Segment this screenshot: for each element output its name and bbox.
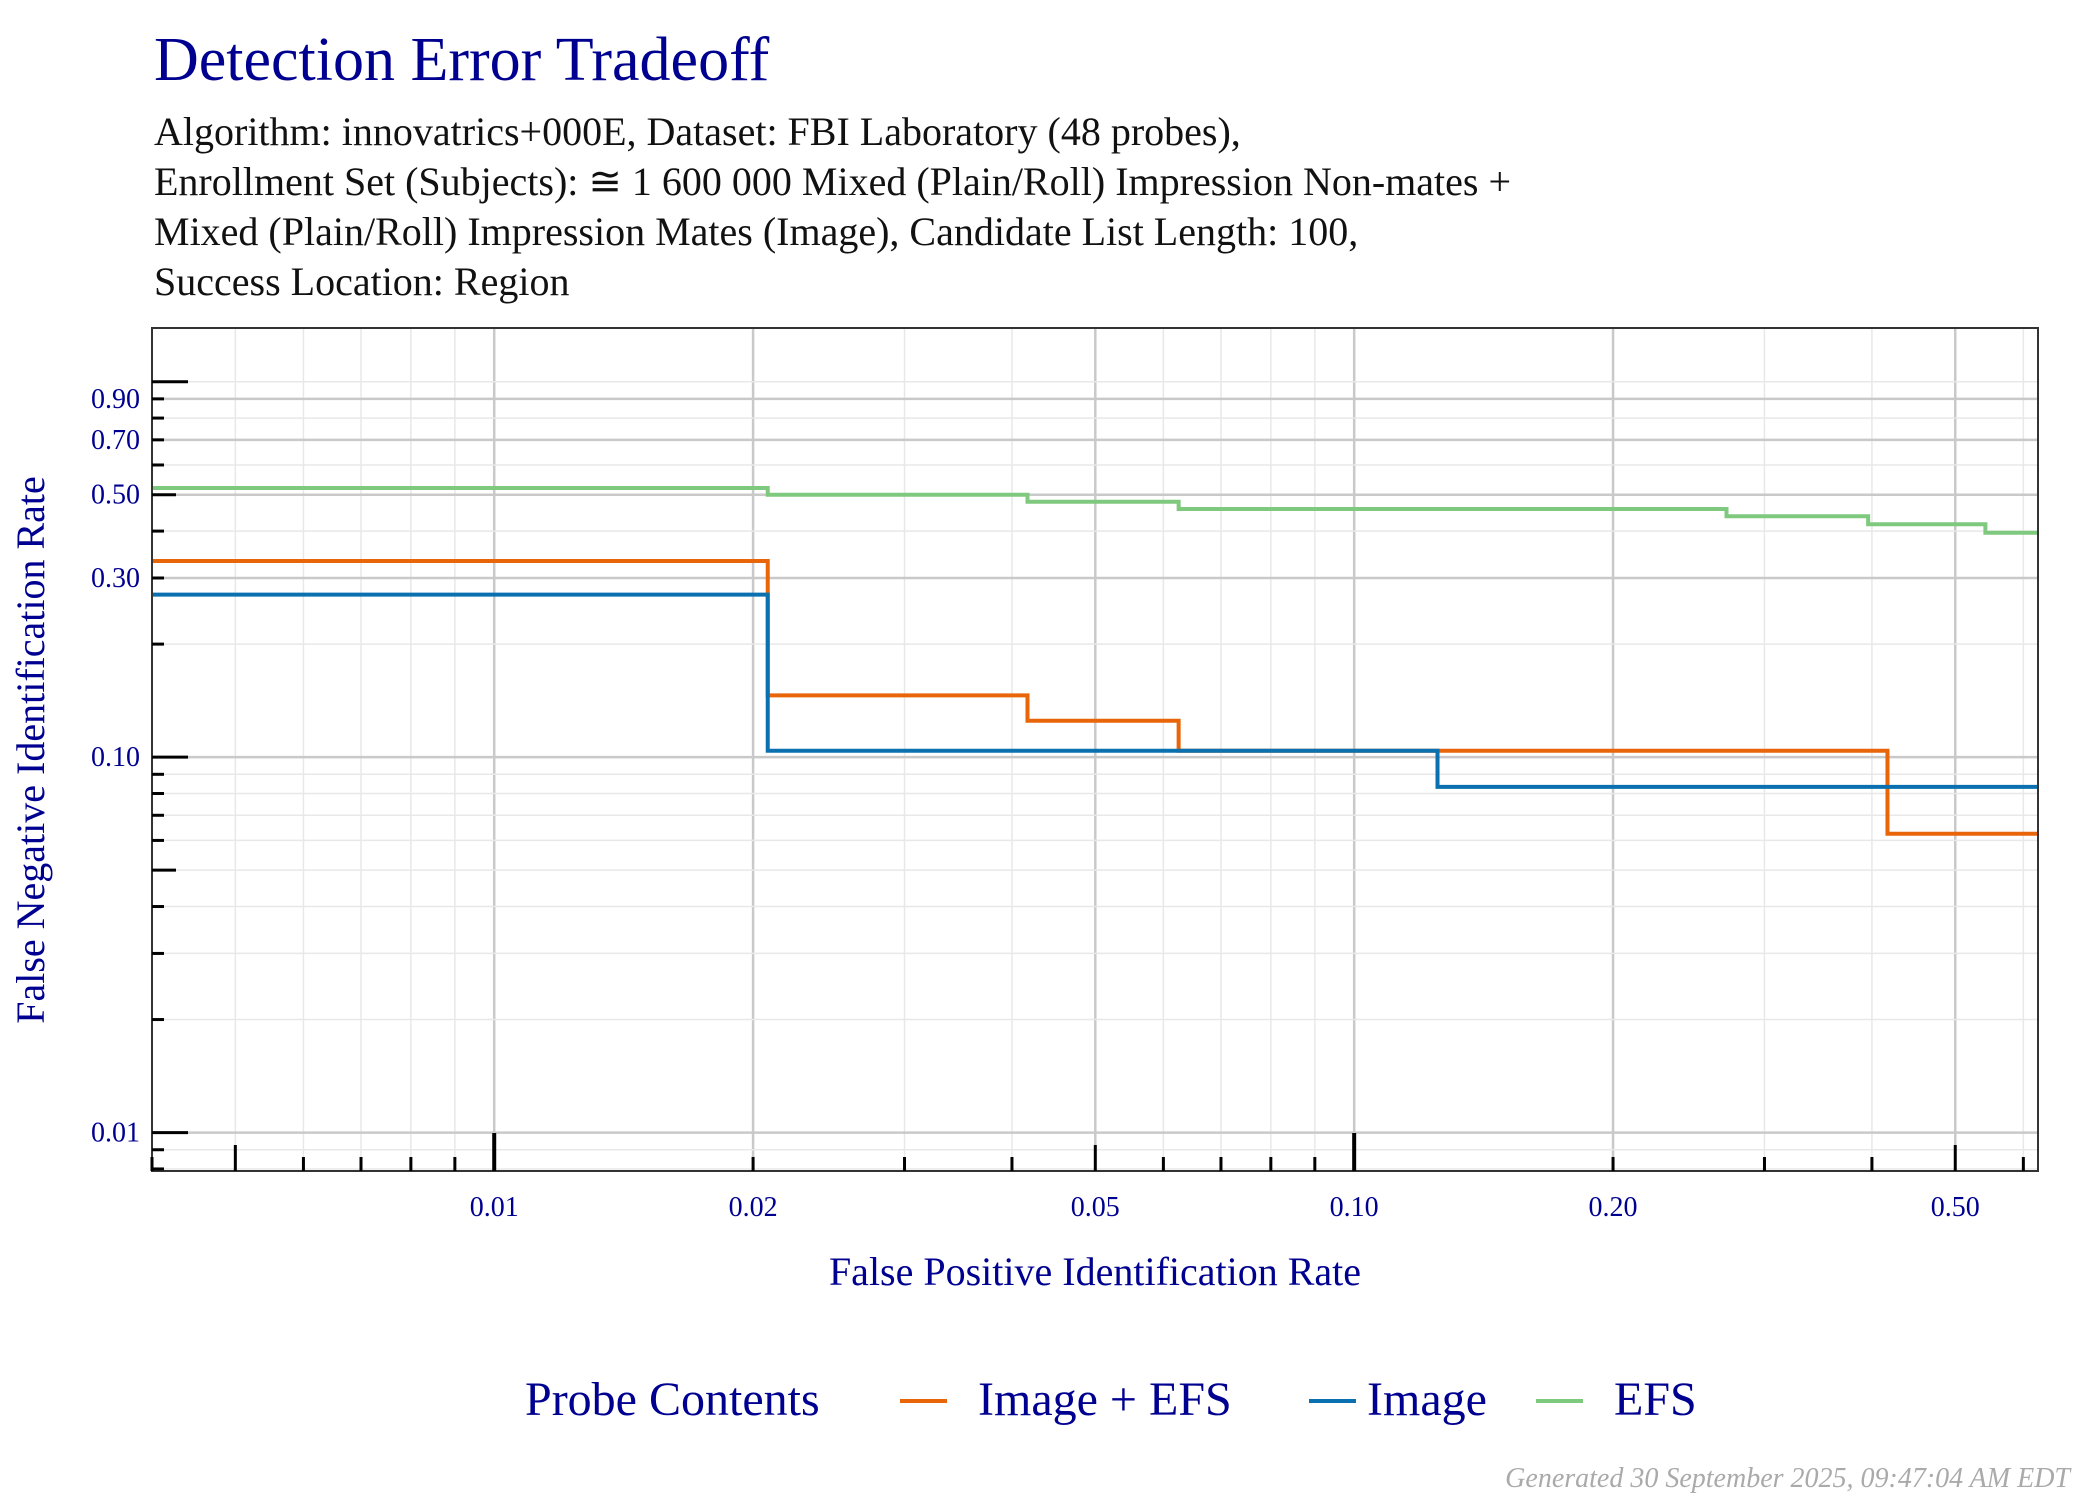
series-lines [152, 486, 2038, 836]
x-tick-label: 0.05 [1071, 1192, 1120, 1223]
chart-title: Detection Error Tradeoff [154, 26, 770, 94]
legend-label-efs: EFS [1614, 1373, 1697, 1426]
generated-footer: Generated 30 September 2025, 09:47:04 AM… [1505, 1463, 2072, 1494]
y-axis-title: False Negative Identification Rate [8, 476, 53, 1024]
legend-label-image: Image [1367, 1373, 1487, 1426]
series-line-efs [152, 486, 2038, 535]
x-tick-label: 0.10 [1330, 1192, 1379, 1223]
x-tick-label: 0.01 [470, 1192, 519, 1223]
x-tick-label: 0.20 [1589, 1192, 1638, 1223]
tick-labels: 0.01 0.02 0.05 0.10 0.20 0.50 0.01 0.10 0.30 0.50… [91, 384, 1980, 1223]
y-tick-label: 0.30 [91, 563, 140, 594]
y-tick-label: 0.50 [91, 480, 140, 511]
series-line-image [152, 592, 2038, 789]
subtitle-line-3: Mixed (Plain/Roll) Impression Mates (Ima… [154, 209, 1358, 254]
legend-title: Probe Contents [525, 1373, 820, 1426]
x-tick-label: 0.02 [729, 1192, 778, 1223]
legend: Probe Contents Image + EFS Image EFS [525, 1373, 1697, 1426]
subtitle-line-2: Enrollment Set (Subjects): ≅ 1 600 000 M… [154, 159, 1511, 204]
y-tick-label: 0.90 [91, 384, 140, 415]
y-tick-label: 0.70 [91, 425, 140, 456]
subtitle-line-1: Algorithm: innovatrics+000E, Dataset: FB… [154, 109, 1241, 154]
y-tick-label: 0.10 [91, 742, 140, 773]
legend-label-image-efs: Image + EFS [978, 1373, 1232, 1426]
x-tick-label: 0.50 [1931, 1192, 1980, 1223]
y-tick-label: 0.01 [91, 1118, 140, 1149]
axis-ticks [150, 380, 2025, 1171]
subtitle-line-4: Success Location: Region [154, 259, 569, 304]
x-axis-title: False Positive Identification Rate [829, 1249, 1361, 1294]
